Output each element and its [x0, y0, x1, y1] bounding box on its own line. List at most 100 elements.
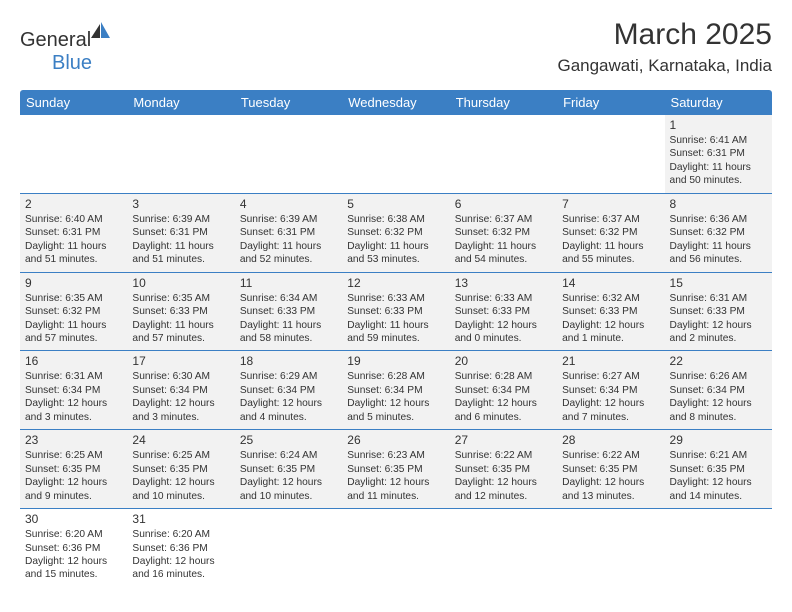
daylight-text: Daylight: 12 hours and 11 minutes. [347, 476, 444, 503]
day-number: 23 [25, 433, 122, 447]
daylight-text: Daylight: 11 hours and 50 minutes. [670, 161, 767, 188]
day-cell: 13Sunrise: 6:33 AMSunset: 6:33 PMDayligh… [450, 272, 557, 351]
sunset-text: Sunset: 6:36 PM [25, 542, 122, 555]
day-number: 22 [670, 354, 767, 368]
sunset-text: Sunset: 6:32 PM [25, 305, 122, 318]
day-cell: 25Sunrise: 6:24 AMSunset: 6:35 PMDayligh… [235, 430, 342, 509]
day-number: 1 [670, 118, 767, 132]
day-cell: 8 Sunrise: 6:36 AMSunset: 6:32 PMDaylight… [665, 193, 772, 272]
location-text: Gangawati, Karnataka, India [557, 56, 772, 76]
day-number: 26 [347, 433, 444, 447]
daylight-text: Daylight: 11 hours and 57 minutes. [132, 319, 229, 346]
day-detail: Sunrise: 6:38 AMSunset: 6:32 PMDaylight:… [347, 213, 444, 267]
day-number: 11 [240, 276, 337, 290]
sunrise-text: Sunrise: 6:26 AM [670, 370, 767, 383]
sunrise-text: Sunrise: 6:40 AM [25, 213, 122, 226]
header: GeneralBlue March 2025 Gangawati, Karnat… [20, 18, 772, 76]
day-cell: 24Sunrise: 6:25 AMSunset: 6:35 PMDayligh… [127, 430, 234, 509]
day-number: 7 [562, 197, 659, 211]
day-detail: Sunrise: 6:29 AMSunset: 6:34 PMDaylight:… [240, 370, 337, 424]
daylight-text: Daylight: 12 hours and 16 minutes. [132, 555, 229, 582]
day-number: 4 [240, 197, 337, 211]
daylight-text: Daylight: 12 hours and 5 minutes. [347, 397, 444, 424]
day-number: 27 [455, 433, 552, 447]
daylight-text: Daylight: 12 hours and 7 minutes. [562, 397, 659, 424]
day-cell: 27 Sunrise: 6:22 AMSunset: 6:35 PMDayligh… [450, 430, 557, 509]
daylight-text: Daylight: 12 hours and 2 minutes. [670, 319, 767, 346]
calendar-table: SundayMondayTuesdayWednesdayThursdayFrid… [20, 90, 772, 587]
day-detail: Sunrise: 6:20 AMSunset: 6:36 PMDaylight:… [25, 528, 122, 582]
sunset-text: Sunset: 6:33 PM [347, 305, 444, 318]
day-detail: Sunrise: 6:35 AMSunset: 6:32 PMDaylight:… [25, 292, 122, 346]
sunrise-text: Sunrise: 6:22 AM [455, 449, 552, 462]
day-number: 10 [132, 276, 229, 290]
day-cell: 2Sunrise: 6:40 AMSunset: 6:31 PMDaylight… [20, 193, 127, 272]
calendar-head: SundayMondayTuesdayWednesdayThursdayFrid… [20, 90, 772, 115]
day-detail: Sunrise: 6:27 AMSunset: 6:34 PMDaylight:… [562, 370, 659, 424]
sunrise-text: Sunrise: 6:31 AM [670, 292, 767, 305]
sunrise-text: Sunrise: 6:31 AM [25, 370, 122, 383]
daylight-text: Daylight: 11 hours and 53 minutes. [347, 240, 444, 267]
day-detail: Sunrise: 6:28 AMSunset: 6:34 PMDaylight:… [347, 370, 444, 424]
day-detail: Sunrise: 6:39 AMSunset: 6:31 PMDaylight:… [240, 213, 337, 267]
daylight-text: Daylight: 12 hours and 14 minutes. [670, 476, 767, 503]
day-cell: 31Sunrise: 6:20 AMSunset: 6:36 PMDayligh… [127, 509, 234, 587]
day-cell: 11Sunrise: 6:34 AMSunset: 6:33 PMDayligh… [235, 272, 342, 351]
daylight-text: Daylight: 11 hours and 58 minutes. [240, 319, 337, 346]
day-cell: 7 Sunrise: 6:37 AMSunset: 6:32 PMDaylight… [557, 193, 664, 272]
day-detail: Sunrise: 6:36 AMSunset: 6:32 PMDaylight:… [670, 213, 767, 267]
day-number: 14 [562, 276, 659, 290]
week-row: 23 Sunrise: 6:25 AMSunset: 6:35 PMDayligh… [20, 430, 772, 509]
day-number: 31 [132, 512, 229, 526]
day-number: 8 [670, 197, 767, 211]
day-header-cell: Tuesday [235, 90, 342, 115]
day-cell [235, 509, 342, 587]
week-row: 30Sunrise: 6:20 AMSunset: 6:36 PMDayligh… [20, 509, 772, 587]
daylight-text: Daylight: 11 hours and 51 minutes. [25, 240, 122, 267]
daylight-text: Daylight: 12 hours and 15 minutes. [25, 555, 122, 582]
day-detail: Sunrise: 6:25 AMSunset: 6:35 PMDaylight:… [25, 449, 122, 503]
sunset-text: Sunset: 6:34 PM [132, 384, 229, 397]
day-detail: Sunrise: 6:22 AMSunset: 6:35 PMDaylight:… [455, 449, 552, 503]
sunrise-text: Sunrise: 6:33 AM [455, 292, 552, 305]
sunset-text: Sunset: 6:35 PM [455, 463, 552, 476]
sunset-text: Sunset: 6:33 PM [132, 305, 229, 318]
sunset-text: Sunset: 6:31 PM [25, 226, 122, 239]
day-detail: Sunrise: 6:33 AMSunset: 6:33 PMDaylight:… [347, 292, 444, 346]
day-cell [127, 115, 234, 193]
day-detail: Sunrise: 6:31 AMSunset: 6:34 PMDaylight:… [25, 370, 122, 424]
sunrise-text: Sunrise: 6:37 AM [455, 213, 552, 226]
day-detail: Sunrise: 6:37 AMSunset: 6:32 PMDaylight:… [455, 213, 552, 267]
day-cell [557, 115, 664, 193]
day-header-cell: Friday [557, 90, 664, 115]
week-row: 16Sunrise: 6:31 AMSunset: 6:34 PMDayligh… [20, 351, 772, 430]
sunrise-text: Sunrise: 6:35 AM [132, 292, 229, 305]
day-cell [557, 509, 664, 587]
day-number: 25 [240, 433, 337, 447]
sunset-text: Sunset: 6:34 PM [455, 384, 552, 397]
daylight-text: Daylight: 11 hours and 51 minutes. [132, 240, 229, 267]
day-number: 21 [562, 354, 659, 368]
day-cell [20, 115, 127, 193]
day-detail: Sunrise: 6:23 AMSunset: 6:35 PMDaylight:… [347, 449, 444, 503]
day-cell: 20Sunrise: 6:28 AMSunset: 6:34 PMDayligh… [450, 351, 557, 430]
day-cell: 9Sunrise: 6:35 AMSunset: 6:32 PMDaylight… [20, 272, 127, 351]
day-cell: 12Sunrise: 6:33 AMSunset: 6:33 PMDayligh… [342, 272, 449, 351]
day-detail: Sunrise: 6:37 AMSunset: 6:32 PMDaylight:… [562, 213, 659, 267]
sunrise-text: Sunrise: 6:35 AM [25, 292, 122, 305]
sunset-text: Sunset: 6:35 PM [562, 463, 659, 476]
sunrise-text: Sunrise: 6:20 AM [132, 528, 229, 541]
daylight-text: Daylight: 12 hours and 1 minute. [562, 319, 659, 346]
day-detail: Sunrise: 6:32 AMSunset: 6:33 PMDaylight:… [562, 292, 659, 346]
day-header-row: SundayMondayTuesdayWednesdayThursdayFrid… [20, 90, 772, 115]
day-detail: Sunrise: 6:40 AMSunset: 6:31 PMDaylight:… [25, 213, 122, 267]
day-detail: Sunrise: 6:31 AMSunset: 6:33 PMDaylight:… [670, 292, 767, 346]
day-cell: 22Sunrise: 6:26 AMSunset: 6:34 PMDayligh… [665, 351, 772, 430]
week-row: 2Sunrise: 6:40 AMSunset: 6:31 PMDaylight… [20, 193, 772, 272]
sunset-text: Sunset: 6:35 PM [670, 463, 767, 476]
sunset-text: Sunset: 6:33 PM [455, 305, 552, 318]
sunrise-text: Sunrise: 6:41 AM [670, 134, 767, 147]
sunrise-text: Sunrise: 6:39 AM [240, 213, 337, 226]
logo: GeneralBlue [20, 18, 113, 75]
sunrise-text: Sunrise: 6:28 AM [455, 370, 552, 383]
